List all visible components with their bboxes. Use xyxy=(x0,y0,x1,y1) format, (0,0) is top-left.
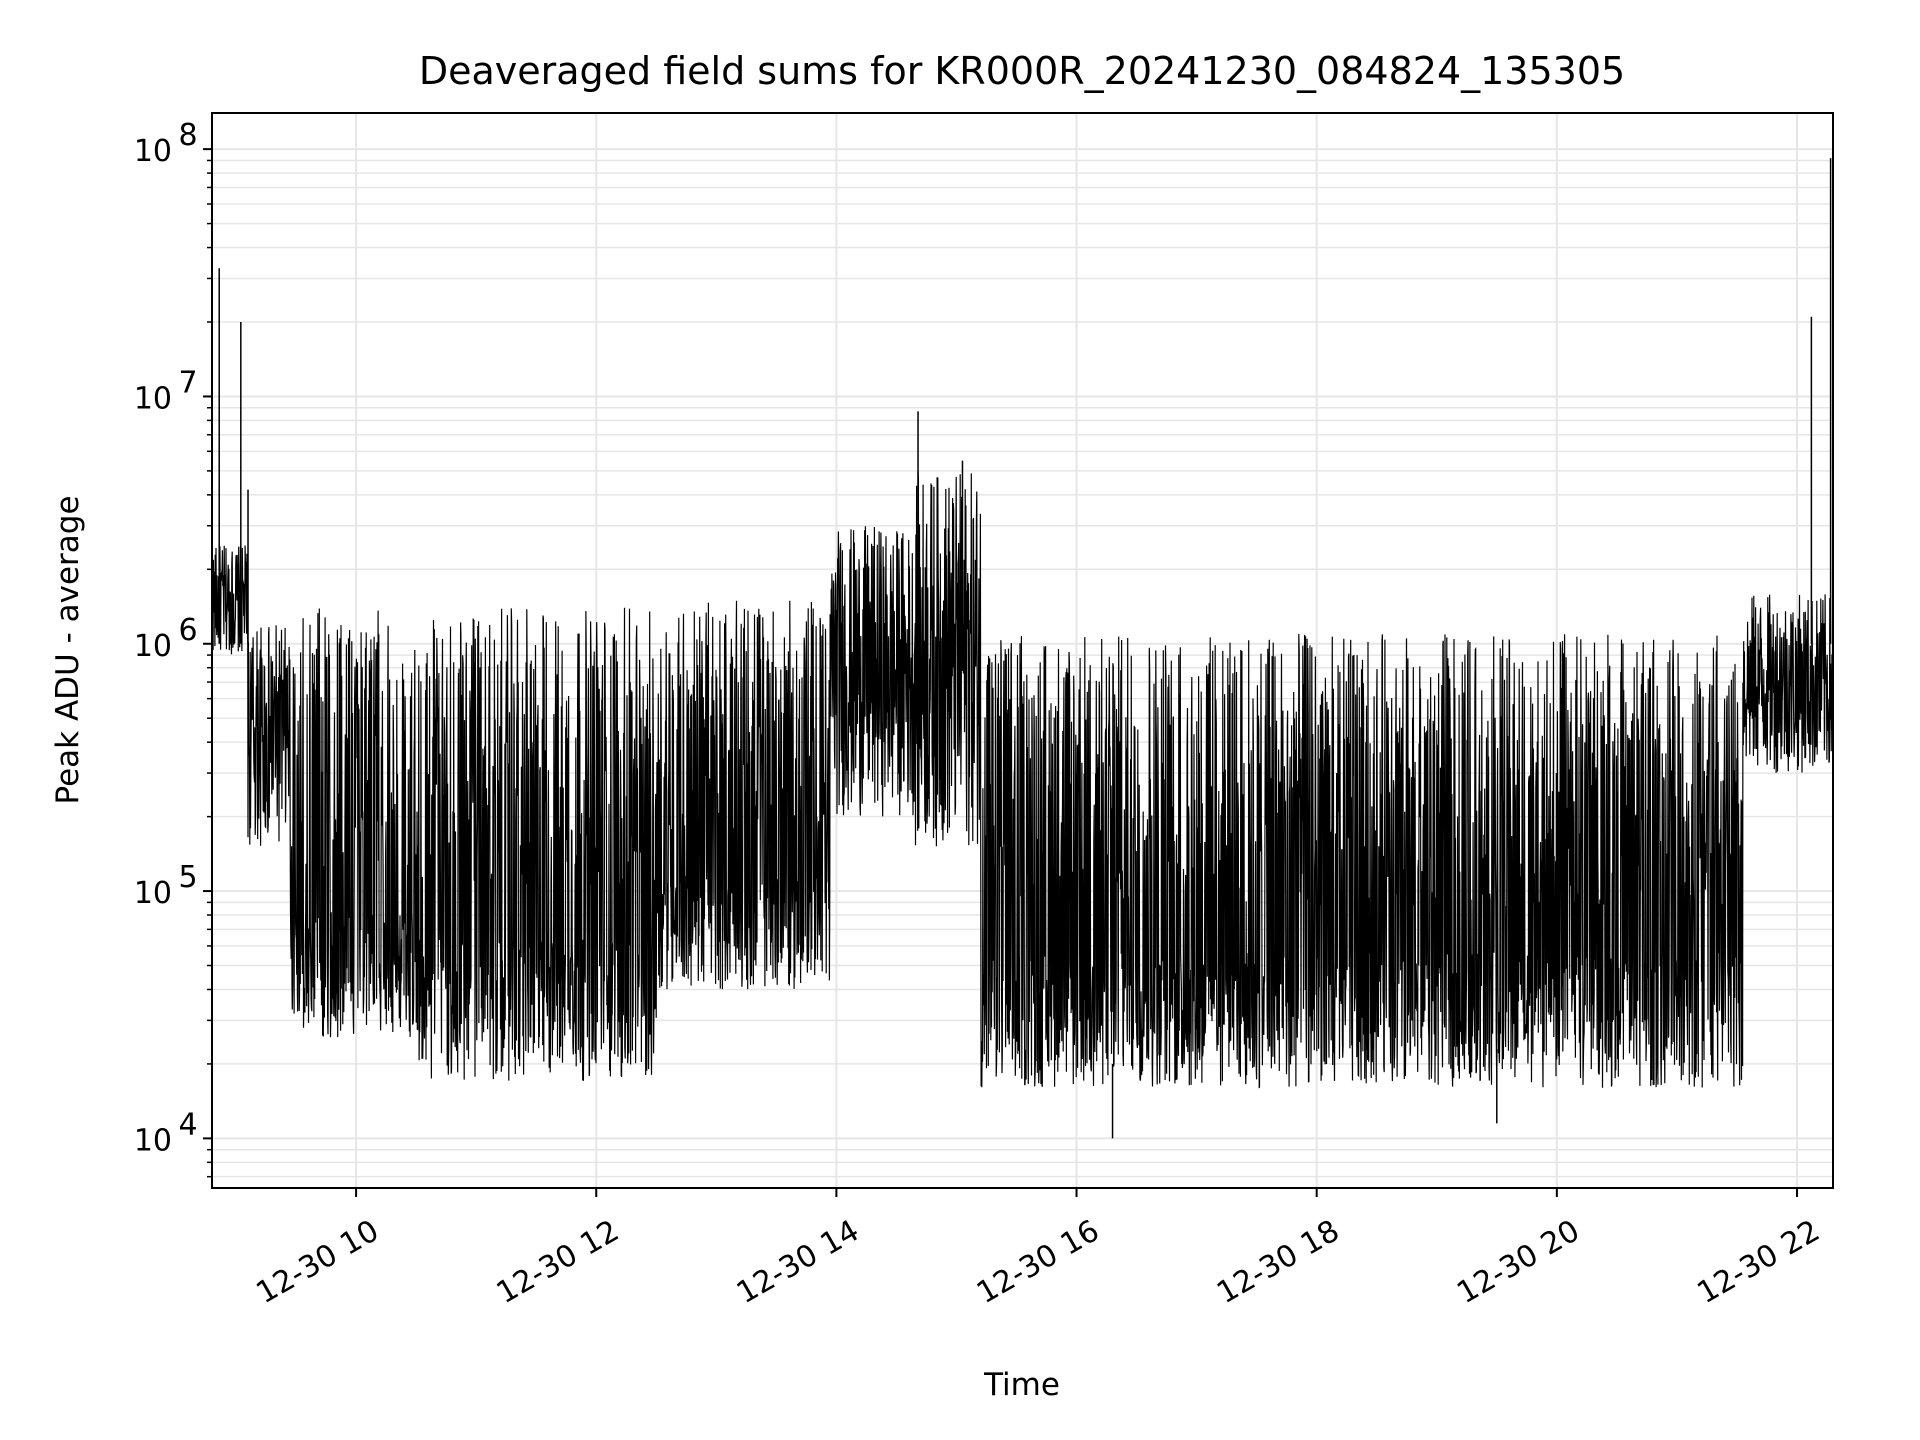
data-series xyxy=(211,158,1834,1139)
y-tick-exponent: 4 xyxy=(178,1107,197,1142)
series-line xyxy=(211,471,1834,1089)
y-tick-label: 10 xyxy=(134,876,172,911)
y-tick-exponent: 7 xyxy=(178,365,197,400)
chart-title: Deaveraged field sums for KR000R_2024123… xyxy=(419,49,1625,93)
y-tick-exponent: 8 xyxy=(178,118,197,153)
x-axis-title: Time xyxy=(983,1367,1060,1403)
y-tick-exponent: 6 xyxy=(178,613,197,648)
y-tick-label: 10 xyxy=(134,629,172,664)
y-axis-title: Peak ADU - average xyxy=(50,495,86,804)
y-tick-label: 10 xyxy=(134,381,172,416)
y-tick-exponent: 5 xyxy=(178,860,197,895)
y-tick-label: 10 xyxy=(134,134,172,169)
y-tick-label: 10 xyxy=(134,1123,172,1158)
plot-frame xyxy=(211,112,1834,1189)
